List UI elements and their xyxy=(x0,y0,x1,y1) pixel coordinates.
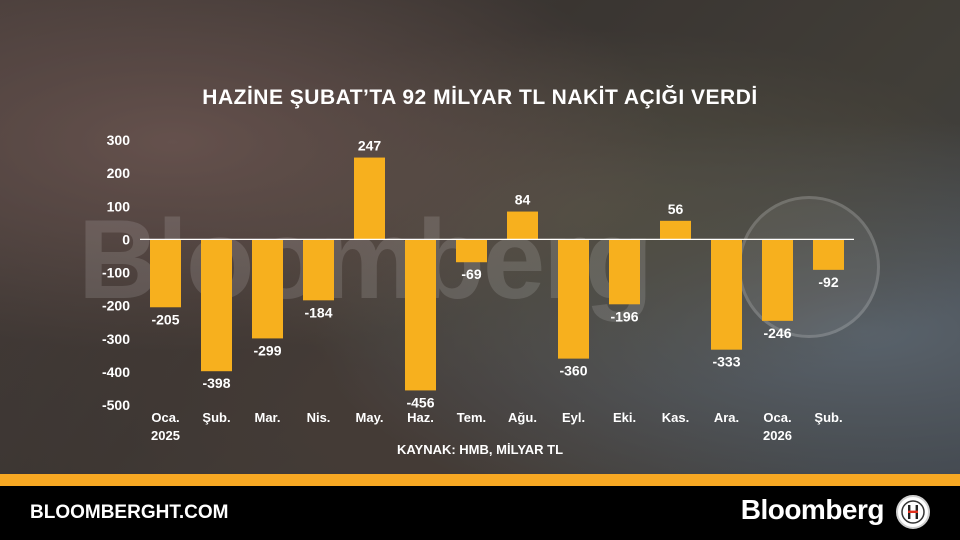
y-tick-label: -100 xyxy=(102,265,130,281)
bar xyxy=(762,239,793,321)
bar xyxy=(201,239,232,372)
site-url[interactable]: BLOOMBERGHT.COM xyxy=(30,502,229,523)
data-label: -184 xyxy=(304,304,332,320)
data-label: 56 xyxy=(668,201,684,217)
bloomberg-brand: Bloomberg xyxy=(740,494,885,525)
x-tick-label: Ara. xyxy=(714,410,739,425)
x-tick-label: Şub. xyxy=(202,410,230,425)
data-label: -398 xyxy=(202,375,230,391)
y-tick-label: -400 xyxy=(102,364,130,380)
x-tick-label: Eyl. xyxy=(562,410,585,425)
data-label: -69 xyxy=(461,266,481,282)
y-tick-label: -200 xyxy=(102,298,130,314)
data-label: -246 xyxy=(763,325,791,341)
y-tick-label: 100 xyxy=(107,198,131,214)
y-tick-label: 300 xyxy=(107,132,131,148)
y-tick-label: 0 xyxy=(122,231,130,247)
bar xyxy=(150,239,181,308)
bar xyxy=(303,239,334,301)
x-tick-label: Tem. xyxy=(457,410,486,425)
bar xyxy=(813,239,844,270)
data-label: -299 xyxy=(253,342,281,358)
x-tick-label: Şub. xyxy=(814,410,842,425)
x-tick-label: Oca. xyxy=(151,410,179,425)
data-label: -456 xyxy=(406,394,434,410)
data-label: 84 xyxy=(515,192,531,208)
bar xyxy=(405,239,436,391)
accent-strip xyxy=(0,474,960,486)
x-tick-label: May. xyxy=(356,410,384,425)
bar xyxy=(660,220,691,240)
data-label: -196 xyxy=(610,308,638,324)
y-tick-label: -300 xyxy=(102,331,130,347)
x-tick-label: Eki. xyxy=(613,410,636,425)
bar xyxy=(354,157,385,240)
data-label: -333 xyxy=(712,354,740,370)
x-tick-year: 2026 xyxy=(763,428,792,443)
y-tick-label: 200 xyxy=(107,165,131,181)
bar xyxy=(252,239,283,339)
x-tick-label: Ağu. xyxy=(508,410,537,425)
x-tick-year: 2025 xyxy=(151,428,180,443)
x-tick-label: Kas. xyxy=(662,410,689,425)
bar xyxy=(711,239,742,350)
bar-chart: 300 200 100 0 -100 -200 -300 -400 -500 -205 Oca. 20… xyxy=(102,132,854,443)
footer-bar: BLOOMBERGHT.COM Bloomberg xyxy=(0,486,960,540)
data-label: -360 xyxy=(559,363,587,379)
bar xyxy=(456,239,487,263)
y-tick-label: -500 xyxy=(102,397,130,413)
bar xyxy=(558,239,589,359)
bar xyxy=(609,239,640,305)
chart-title: HAZİNE ŞUBAT’TA 92 MİLYAR TL NAKİT AÇIĞI… xyxy=(202,86,758,109)
bloomberght-logo-icon xyxy=(896,495,930,529)
data-label: 247 xyxy=(358,138,382,154)
data-label: -205 xyxy=(151,311,179,327)
x-tick-label: Haz. xyxy=(407,410,434,425)
x-tick-label: Mar. xyxy=(254,410,280,425)
watermark-logo-icon xyxy=(738,196,880,338)
source-note: KAYNAK: HMB, MİLYAR TL xyxy=(396,442,564,457)
x-tick-label: Oca. xyxy=(763,410,791,425)
data-label: -92 xyxy=(818,274,838,290)
bar xyxy=(507,211,538,240)
x-tick-label: Nis. xyxy=(307,410,331,425)
